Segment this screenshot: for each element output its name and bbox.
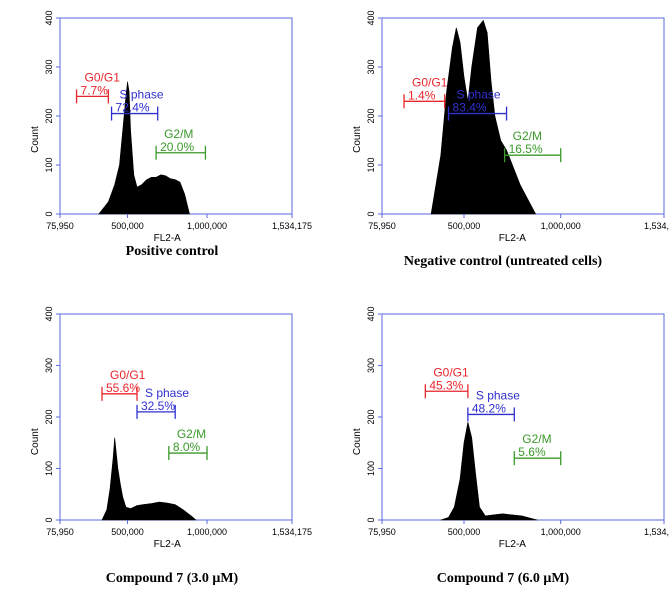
y-tick-label: 300 xyxy=(44,358,54,373)
gate-name: G2/M xyxy=(522,432,551,446)
gate-value: 16.5% xyxy=(509,142,543,156)
y-axis-label: Count xyxy=(352,428,363,455)
gate-name: G2/M xyxy=(513,129,542,143)
x-tick-label: 1,000,000 xyxy=(541,221,581,231)
y-axis-label: Count xyxy=(352,126,363,153)
x-tick-label: 75,950 xyxy=(368,527,396,537)
gate-name: S phase xyxy=(476,388,520,402)
x-tick-label: 1,534,175 xyxy=(644,221,669,231)
plot-frame xyxy=(381,17,665,215)
gate-g2-m: G2/M5.6% xyxy=(513,432,562,466)
y-tick-label: 200 xyxy=(44,409,54,424)
y-tick-label: 0 xyxy=(44,517,54,522)
x-tick-label: 1,000,000 xyxy=(187,221,227,231)
gate-value: 55.6% xyxy=(106,381,140,395)
panel-caption: Compound 7 (3.0 μM) xyxy=(106,571,239,586)
x-tick-label: 1,534,175 xyxy=(272,221,312,231)
y-tick-label: 100 xyxy=(366,461,376,476)
gate-g0-g1: G0/G17.7% xyxy=(75,70,121,104)
gate-name: S phase xyxy=(120,88,164,102)
panel-caption: Negative control (untreated cells) xyxy=(404,254,602,269)
y-tick-label: 300 xyxy=(366,358,376,373)
panel-caption: Positive control xyxy=(126,244,219,259)
x-tick-label: 500,000 xyxy=(448,221,481,231)
gate-value: 83.4% xyxy=(453,101,487,115)
gate-name: G0/G1 xyxy=(85,70,121,84)
gate-name: G0/G1 xyxy=(110,368,146,382)
panel-1: 0 100 200 300 400 75,950 500,000 1,000,000 1,534… xyxy=(30,10,312,259)
gate-g2-m: G2/M16.5% xyxy=(503,129,562,163)
y-tick-label: 300 xyxy=(44,59,54,74)
gate-value: 32.5% xyxy=(141,399,175,413)
x-axis-label: FL2-A xyxy=(499,233,527,244)
y-tick-label: 0 xyxy=(44,211,54,216)
y-tick-label: 200 xyxy=(44,108,54,123)
y-tick-label: 100 xyxy=(44,461,54,476)
histogram xyxy=(430,19,537,215)
panel-4: 0 100 200 300 400 75,950 500,000 1,000,000 1,534… xyxy=(352,306,669,586)
y-tick-label: 400 xyxy=(44,306,54,321)
y-axis-label: Count xyxy=(30,126,41,153)
gate-value: 1.4% xyxy=(408,88,436,102)
gate-value: 7.7% xyxy=(81,83,109,97)
y-axis-label: Count xyxy=(30,428,41,455)
x-tick-label: 1,534,175 xyxy=(644,527,669,537)
y-tick-label: 200 xyxy=(366,409,376,424)
y-tick-label: 400 xyxy=(44,10,54,25)
panel-3: 0 100 200 300 400 75,950 500,000 1,000,000 1,534… xyxy=(30,306,312,586)
gate-name: G0/G1 xyxy=(433,365,469,379)
x-tick-label: 75,950 xyxy=(46,527,74,537)
x-tick-label: 500,000 xyxy=(448,527,481,537)
histogram xyxy=(98,81,190,215)
x-tick-label: 1,534,175 xyxy=(272,527,312,537)
histogram xyxy=(440,422,538,521)
x-tick-label: 1,000,000 xyxy=(187,527,227,537)
gate-g2-m: G2/M8.0% xyxy=(168,427,208,461)
y-tick-label: 200 xyxy=(366,108,376,123)
y-tick-label: 100 xyxy=(366,157,376,172)
y-tick-label: 400 xyxy=(366,306,376,321)
gate-value: 8.0% xyxy=(173,440,201,454)
gate-value: 20.0% xyxy=(160,140,194,154)
x-tick-label: 1,000,000 xyxy=(541,527,581,537)
gate-name: G0/G1 xyxy=(412,75,448,89)
gate-value: 72.4% xyxy=(116,101,150,115)
y-tick-label: 400 xyxy=(366,10,376,25)
gate-value: 48.2% xyxy=(472,401,506,415)
histogram xyxy=(101,437,197,521)
gate-g0-g1: G0/G11.4% xyxy=(403,75,448,109)
gate-name: S phase xyxy=(145,386,189,400)
x-tick-label: 75,950 xyxy=(46,221,74,231)
y-tick-label: 100 xyxy=(44,157,54,172)
x-axis-label: FL2-A xyxy=(499,539,527,550)
gate-name: G2/M xyxy=(164,127,193,141)
x-tick-label: 500,000 xyxy=(111,527,144,537)
gate-value: 5.6% xyxy=(518,445,546,459)
y-tick-label: 0 xyxy=(366,211,376,216)
y-tick-label: 300 xyxy=(366,59,376,74)
panel-caption: Compound 7 (6.0 μM) xyxy=(437,571,570,586)
plot-frame xyxy=(381,313,665,521)
gate-name: G2/M xyxy=(177,427,206,441)
x-tick-label: 500,000 xyxy=(111,221,144,231)
x-tick-label: 75,950 xyxy=(368,221,396,231)
gate-name: S phase xyxy=(457,88,501,102)
x-axis-label: FL2-A xyxy=(154,233,182,244)
y-tick-label: 0 xyxy=(366,517,376,522)
gate-value: 45.3% xyxy=(429,378,463,392)
x-axis-label: FL2-A xyxy=(154,539,182,550)
panel-2: 0 100 200 300 400 75,950 500,000 1,000,000 1,534… xyxy=(352,10,669,269)
plot-frame xyxy=(59,313,293,521)
gate-g2-m: G2/M20.0% xyxy=(155,127,207,160)
